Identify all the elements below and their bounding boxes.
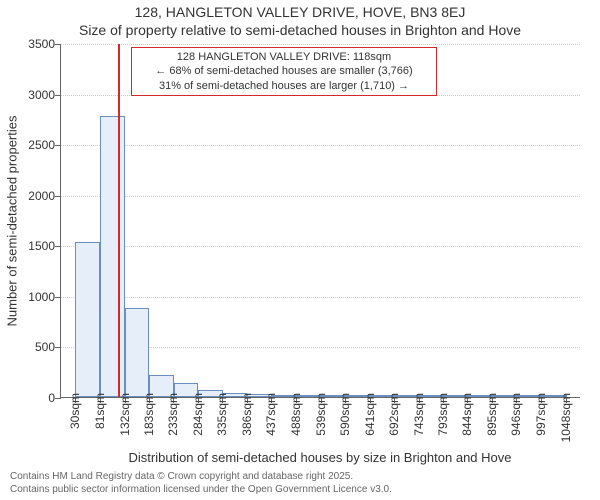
x-tick-label: 335sqm [215, 393, 229, 436]
x-tick-label: 844sqm [460, 393, 474, 436]
gridline [61, 297, 580, 298]
x-tick-label: 183sqm [142, 393, 156, 436]
x-tick-label: 997sqm [534, 393, 548, 436]
x-tick-label: 488sqm [289, 393, 303, 436]
x-tick-label: 641sqm [363, 393, 377, 436]
y-tick-label: 2500 [15, 138, 55, 152]
y-tick [55, 297, 61, 298]
x-tick-label: 946sqm [509, 393, 523, 436]
x-tick-label: 743sqm [412, 393, 426, 436]
chart-title-primary: 128, HANGLETON VALLEY DRIVE, HOVE, BN3 8… [0, 4, 600, 20]
y-tick-label: 2000 [15, 189, 55, 203]
x-tick-label: 1048sqm [559, 393, 573, 442]
y-tick-label: 3500 [15, 37, 55, 51]
footer-line-1: Contains HM Land Registry data © Crown c… [10, 471, 392, 484]
x-tick-label: 590sqm [338, 393, 352, 436]
histogram-bar [75, 242, 100, 397]
gridline [61, 145, 580, 146]
y-tick [55, 347, 61, 348]
x-axis-label: Distribution of semi-detached houses by … [60, 450, 580, 465]
y-tick-label: 500 [15, 340, 55, 354]
histogram-bar [125, 308, 150, 397]
x-tick-label: 793sqm [436, 393, 450, 436]
chart-title-secondary: Size of property relative to semi-detach… [0, 22, 600, 38]
chart-plot-area: 128 HANGLETON VALLEY DRIVE: 118sqm← 68% … [60, 44, 580, 398]
x-tick-label: 30sqm [68, 393, 82, 429]
y-tick [55, 398, 61, 399]
x-tick-label: 539sqm [314, 393, 328, 436]
annotation-line: 31% of semi-detached houses are larger (… [138, 79, 430, 93]
x-tick-label: 895sqm [485, 393, 499, 436]
x-tick-label: 233sqm [166, 393, 180, 436]
annotation-line: 128 HANGLETON VALLEY DRIVE: 118sqm [138, 50, 430, 64]
y-tick-label: 1500 [15, 239, 55, 253]
gridline [61, 246, 580, 247]
annotation-line: ← 68% of semi-detached houses are smalle… [138, 64, 430, 78]
y-tick [55, 196, 61, 197]
histogram-bar [100, 116, 125, 397]
y-tick [55, 145, 61, 146]
y-tick [55, 95, 61, 96]
x-tick-label: 81sqm [93, 393, 107, 429]
footer-line-2: Contains public sector information licen… [10, 484, 392, 497]
property-annotation-box: 128 HANGLETON VALLEY DRIVE: 118sqm← 68% … [131, 47, 437, 96]
x-tick-label: 132sqm [118, 393, 132, 436]
gridline [61, 44, 580, 45]
gridline [61, 196, 580, 197]
y-tick [55, 246, 61, 247]
y-tick-label: 3000 [15, 88, 55, 102]
x-tick-label: 692sqm [387, 393, 401, 436]
chart-footer: Contains HM Land Registry data © Crown c… [10, 471, 392, 496]
property-marker-line [118, 44, 120, 397]
y-tick [55, 44, 61, 45]
x-tick-label: 386sqm [240, 393, 254, 436]
y-tick-label: 0 [15, 391, 55, 405]
x-tick-label: 284sqm [191, 393, 205, 436]
y-tick-label: 1000 [15, 290, 55, 304]
x-tick-label: 437sqm [264, 393, 278, 436]
